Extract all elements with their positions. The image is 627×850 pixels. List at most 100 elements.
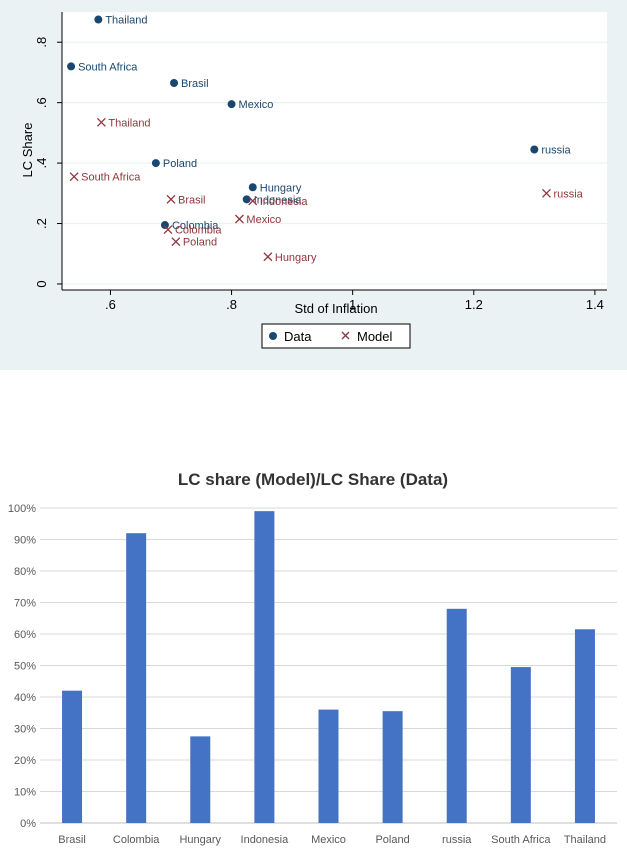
bar-category-label: russia (442, 834, 472, 846)
data-point (530, 145, 539, 154)
scatter-y-axis-title: LC Share (20, 123, 35, 178)
x-tick-label: .6 (105, 297, 116, 312)
scatter-legend: Data Model (261, 323, 411, 349)
bar-axis-labels: 0% 10% 20% 30% 40% 50% 60% 70% 80% 90% 100% Brasil C… (8, 503, 606, 846)
data-point-label: Thailand (105, 15, 147, 27)
model-point-label: Poland (183, 237, 217, 249)
data-point (242, 195, 251, 204)
x-tick-label: 1.4 (586, 297, 604, 312)
y-tick-label: .6 (34, 97, 49, 108)
data-point-label: Poland (163, 158, 197, 170)
bar-y-tick-label: 10% (14, 787, 36, 799)
y-tick-label: .4 (34, 158, 49, 169)
data-point-label: Brasil (181, 78, 209, 90)
data-point (248, 183, 257, 192)
legend-data-label: Data (284, 329, 312, 344)
bar (510, 667, 531, 823)
scatter-axes: 0 .2 .4 .6 .8 .6 .8 1 1.2 1.4 (34, 12, 607, 312)
legend-data-marker (269, 332, 277, 340)
data-point (94, 15, 103, 24)
bar-y-tick-label: 60% (14, 629, 36, 641)
data-point-label: Mexico (239, 99, 274, 111)
model-point-label: Mexico (246, 214, 281, 226)
model-point (69, 172, 79, 182)
bar (62, 690, 83, 823)
bar (190, 736, 211, 823)
model-point-label: Thailand (108, 117, 150, 129)
bar-y-tick-label: 50% (14, 661, 36, 673)
y-tick-label: .8 (34, 37, 49, 48)
data-point-label: russia (541, 144, 571, 156)
model-point-stroke (163, 225, 173, 235)
bar (126, 533, 147, 823)
model-point (163, 225, 173, 235)
data-point (160, 221, 169, 230)
model-point-stroke (96, 117, 106, 127)
model-point-stroke (69, 172, 79, 182)
legend-model-label: Model (357, 329, 393, 344)
data-point (151, 159, 160, 168)
bar-category-label: Thailand (564, 834, 606, 846)
model-point-stroke (541, 188, 551, 198)
bar (382, 711, 403, 823)
x-tick-label: 1.2 (465, 297, 483, 312)
bar-y-tick-label: 70% (14, 598, 36, 610)
bar-chart-title: LC share (Model)/LC Share (Data) (178, 470, 448, 489)
bar-category-label: South Africa (491, 834, 551, 846)
scatter-x-axis-title: Std of Inflation (294, 301, 377, 316)
data-point (227, 100, 236, 109)
model-point (96, 117, 106, 127)
model-point-stroke (234, 214, 244, 224)
bar-y-tick-label: 30% (14, 724, 36, 736)
bar-category-label: Mexico (311, 834, 346, 846)
model-point-label: Brasil (178, 194, 206, 206)
x-tick-label: 1 (349, 297, 356, 312)
bar-chart: LC share (Model)/LC Share (Data) 0% 10% 20… (0, 455, 627, 850)
data-point-label: Indonesia (254, 194, 303, 206)
scatter-plot-area (62, 12, 607, 290)
bar-series (62, 511, 595, 823)
model-point-stroke (166, 194, 176, 204)
model-point (263, 252, 273, 262)
model-point-label: Indonesia (260, 196, 309, 208)
model-point (248, 196, 258, 206)
model-point (541, 188, 551, 198)
bar-y-tick-label: 100% (8, 503, 36, 515)
legend-model-marker (341, 331, 350, 340)
bar-y-tick-label: 0% (20, 818, 36, 830)
bar-y-tick-label: 90% (14, 535, 36, 547)
y-tick-label: .2 (34, 218, 49, 229)
legend-box (261, 323, 411, 349)
x-tick-label: .8 (226, 297, 237, 312)
bar (254, 511, 275, 823)
model-point-label: Hungary (275, 252, 317, 264)
bar-y-tick-label: 80% (14, 566, 36, 578)
model-point (166, 194, 176, 204)
bar-y-tick-label: 20% (14, 755, 36, 767)
bar-category-label: Indonesia (241, 834, 290, 846)
bar-category-label: Poland (375, 834, 409, 846)
bar-y-tick-label: 40% (14, 692, 36, 704)
bar-category-label: Colombia (113, 834, 160, 846)
bar-chart-background (0, 455, 627, 850)
y-tick-label: 0 (34, 280, 49, 287)
data-point-label: South Africa (78, 61, 138, 73)
model-point-stroke (248, 196, 258, 206)
scatter-chart: 0 .2 .4 .6 .8 .6 .8 1 1.2 1.4 Thailand South Afric… (0, 0, 627, 370)
data-point (67, 62, 76, 71)
model-point (234, 214, 244, 224)
model-point-stroke (263, 252, 273, 262)
model-point-stroke (171, 237, 181, 247)
model-point (171, 237, 181, 247)
bar (446, 608, 467, 823)
data-point-label: Colombia (172, 220, 219, 232)
model-point-label: russia (553, 188, 583, 200)
bar (574, 629, 595, 823)
data-point (170, 79, 179, 88)
model-point-label: South Africa (81, 172, 141, 184)
bar-category-label: Hungary (179, 834, 221, 846)
model-point-label: Colombia (175, 225, 222, 237)
bar (318, 709, 339, 823)
bar-category-label: Brasil (58, 834, 86, 846)
